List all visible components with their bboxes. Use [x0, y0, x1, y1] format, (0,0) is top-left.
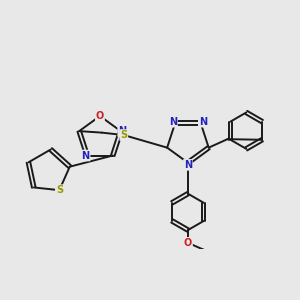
Text: N: N: [199, 117, 207, 127]
Text: O: O: [96, 111, 104, 121]
Text: N: N: [184, 160, 192, 170]
Text: S: S: [120, 130, 127, 140]
Text: O: O: [184, 238, 192, 248]
Text: S: S: [56, 185, 63, 195]
Text: N: N: [82, 151, 90, 160]
Text: N: N: [169, 117, 177, 127]
Text: N: N: [118, 126, 126, 136]
